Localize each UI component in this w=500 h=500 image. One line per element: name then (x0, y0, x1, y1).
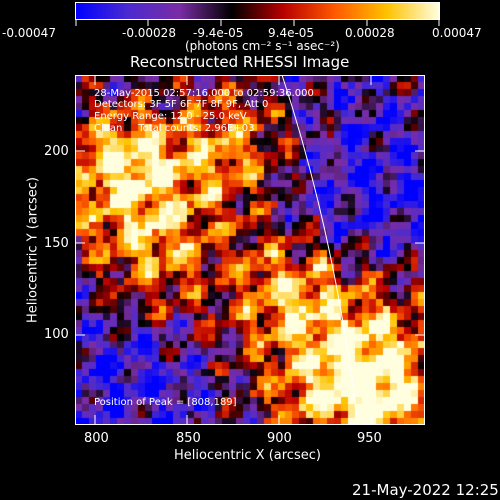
y-tick-label: 100 (44, 327, 69, 342)
colorbar (75, 2, 440, 20)
y-axis-label: Heliocentric Y (arcsec) (25, 177, 41, 323)
colorbar-tick-label: -9.4e-05 (193, 26, 244, 40)
x-tick-label: 900 (267, 431, 292, 446)
annotation-peak: Position of Peak = [808,189] (94, 397, 237, 408)
plot-overlay (75, 75, 425, 425)
annotation-detectors: Detectors: 3F 5F 6F 7F 8F 9F, Att 0 (94, 99, 269, 110)
colorbar-tick-label: 9.4e-05 (268, 26, 315, 40)
colorbar-tick-label: -0.00028 (122, 26, 176, 40)
plot-title: Reconstructed RHESSI Image (130, 53, 350, 71)
solar-limb-line (281, 75, 359, 425)
y-tick-label: 200 (44, 144, 69, 159)
annotation-time-range: 28-May-2015 02:57:16.000 to 02:59:36.000 (94, 88, 314, 99)
annotation-clean: Clean Total counts: 2.96E+03 (94, 123, 255, 134)
x-tick-label: 800 (84, 431, 109, 446)
y-tick-label: 150 (44, 236, 69, 251)
plot-area: 28-May-2015 02:57:16.000 to 02:59:36.000… (75, 75, 425, 425)
x-axis-label: Heliocentric X (arcsec) (174, 448, 321, 463)
colorbar-tick-marks (75, 20, 440, 26)
colorbar-ticks (75, 20, 440, 26)
colorbar-tick-label: 0.00047 (432, 26, 482, 40)
colorbar-gradient (75, 2, 440, 20)
x-tick-label: 950 (357, 431, 382, 446)
colorbar-tick-label: -0.00047 (2, 26, 56, 40)
heatmap-image (75, 75, 425, 425)
timestamp: 21-May-2022 12:25 (352, 481, 499, 499)
plot-frame (75, 75, 425, 425)
x-tick-label: 850 (176, 431, 201, 446)
annotation-energy: Energy Range: 12.0 - 25.0 keV (94, 111, 247, 122)
colorbar-units: (photons cm⁻² s⁻¹ asec⁻²) (185, 39, 340, 53)
colorbar-tick-label: 0.00028 (345, 26, 395, 40)
